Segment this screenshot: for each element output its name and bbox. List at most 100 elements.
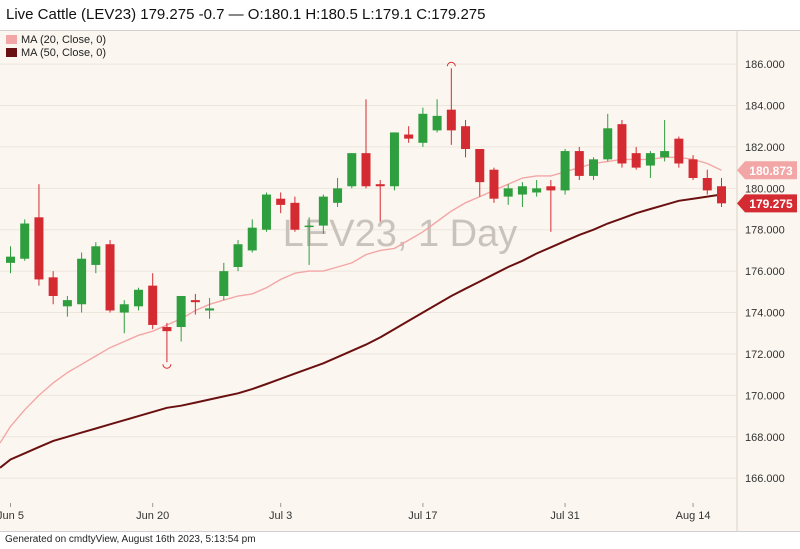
moving-averages — [0, 156, 722, 469]
candle-up — [389, 132, 399, 191]
candle-body — [347, 153, 357, 187]
candle-up — [247, 219, 257, 253]
candle-body — [674, 138, 684, 164]
candle-body — [162, 327, 172, 332]
last-price-label: 179.275 — [737, 194, 797, 213]
ma20-price-label: 180.873 — [737, 161, 797, 180]
candle-up — [589, 157, 599, 181]
x-tick-label: Jul 3 — [269, 510, 292, 522]
x-tick-label: Aug 14 — [676, 510, 711, 522]
price-label-text: 179.275 — [749, 197, 793, 211]
candle-body — [432, 115, 442, 131]
candle-body — [205, 308, 215, 311]
candle-down — [290, 196, 300, 232]
candle-up — [603, 113, 613, 162]
y-tick-label: 170.000 — [745, 390, 785, 402]
candle-body — [261, 194, 271, 230]
chart-title: Live Cattle (LEV23) 179.275 -0.7 — O:180… — [6, 6, 486, 23]
high-low-markers — [162, 61, 456, 369]
candle-body — [276, 198, 286, 205]
candle-body — [304, 225, 314, 228]
candle-body — [91, 246, 101, 265]
gridlines — [0, 63, 737, 479]
candle-body — [219, 271, 229, 296]
candle-body — [77, 258, 87, 305]
candle-up — [432, 99, 442, 133]
candle-body — [446, 109, 456, 131]
ma50-swatch — [6, 48, 17, 57]
y-tick-label: 178.000 — [745, 225, 785, 237]
low-marker — [162, 364, 172, 369]
candle-body — [418, 113, 428, 143]
candle-down — [375, 180, 385, 222]
legend-item-ma20[interactable]: MA (20, Close, 0) — [6, 34, 106, 46]
candle-body — [233, 244, 243, 267]
y-tick-label: 168.000 — [745, 432, 785, 444]
chart-watermark: LEV23, 1 Day — [283, 213, 517, 255]
candle-up — [347, 153, 357, 189]
candle-up — [20, 219, 30, 261]
legend-item-ma50[interactable]: MA (50, Close, 0) — [6, 47, 106, 59]
price-label-box — [737, 161, 797, 180]
x-tick-label: Jul 17 — [408, 510, 437, 522]
candle-body — [645, 153, 655, 166]
candle-up — [261, 192, 271, 232]
candle-body — [660, 151, 670, 158]
candle-body — [375, 184, 385, 187]
candle-up — [503, 184, 513, 205]
candle-up — [532, 180, 542, 197]
y-tick-label: 172.000 — [745, 349, 785, 361]
candle-body — [62, 300, 72, 307]
candle-body — [475, 149, 485, 183]
candle-up — [560, 149, 570, 195]
candle-down — [546, 180, 556, 232]
y-tick-label: 174.000 — [745, 308, 785, 320]
candle-down — [148, 273, 158, 330]
candle-body — [404, 134, 414, 139]
candle-body — [6, 256, 15, 263]
price-chart[interactable]: LEV23, 1 Day 166.000 168.000 170.000 172.00… — [0, 31, 800, 531]
legend-label-ma20: MA (20, Close, 0) — [21, 34, 106, 46]
candle-body — [48, 277, 58, 296]
candle-down — [674, 136, 684, 168]
y-tick-label: 184.000 — [745, 101, 785, 113]
candle-down — [702, 169, 712, 195]
candle-body — [489, 169, 499, 199]
footer-bar: Generated on cmdtyView, August 16th 2023… — [0, 531, 800, 549]
candle-body — [176, 295, 186, 328]
candle-body — [617, 124, 627, 164]
candle-up — [119, 300, 129, 334]
candle-down — [475, 149, 485, 197]
candle-body — [318, 196, 328, 226]
high-marker — [446, 61, 456, 67]
candle-body — [290, 202, 300, 230]
candle-body — [148, 285, 158, 325]
candle-up — [62, 295, 72, 317]
candle-body — [574, 151, 584, 176]
y-tick-label: 180.000 — [745, 183, 785, 195]
candle-up — [660, 120, 670, 162]
candle-body — [190, 300, 200, 303]
candle-down — [48, 271, 58, 305]
ma20-line — [0, 156, 722, 444]
y-tick-label: 182.000 — [745, 142, 785, 154]
candle-down — [162, 322, 172, 363]
candle-up — [233, 240, 243, 272]
candle-down — [688, 155, 698, 181]
candle-up — [333, 177, 343, 207]
candle-body — [361, 153, 371, 187]
candle-body — [20, 223, 30, 259]
candle-up — [6, 246, 15, 274]
candle-down — [276, 192, 286, 214]
candle-body — [589, 159, 599, 176]
generated-timestamp: Generated on cmdtyView, August 16th 2023… — [5, 534, 256, 545]
candle-body — [702, 177, 712, 191]
candle-down — [190, 293, 200, 315]
candle-up — [517, 182, 527, 207]
candle-down — [574, 146, 584, 181]
candle-body — [461, 126, 471, 149]
y-axis-ticks: 166.000 168.000 170.000 172.000 174.000 176.0… — [745, 59, 785, 485]
candle-body — [560, 151, 570, 191]
price-label-text: 180.873 — [749, 164, 793, 178]
